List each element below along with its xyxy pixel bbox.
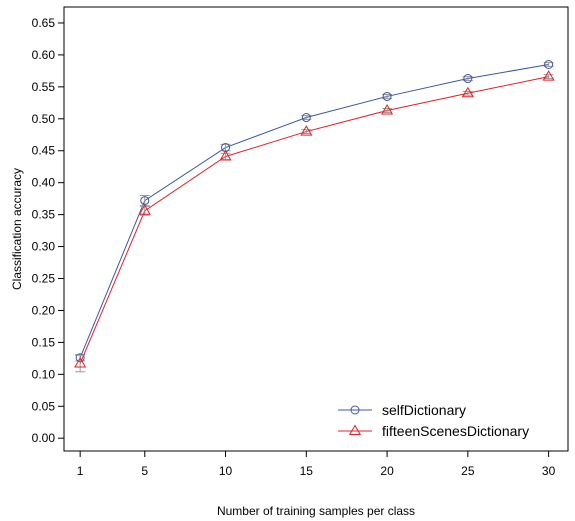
y-axis: 0.00 0.05 0.10 0.15 0.20 0.25 0.30 0.35 0.40 0.45… — [32, 16, 64, 445]
legend-label: fifteenScenesDictionary — [382, 423, 529, 439]
data-point — [461, 86, 474, 98]
series-1 — [75, 59, 554, 363]
data-point — [544, 59, 554, 69]
data-point — [301, 113, 311, 123]
series-line — [79, 76, 549, 364]
y-tick-label: 0.05 — [32, 399, 56, 413]
plot-frame — [63, 6, 569, 452]
y-tick-label: 0.45 — [32, 144, 56, 158]
data-point — [138, 204, 151, 215]
data-point — [381, 103, 394, 115]
series-layer — [74, 59, 555, 373]
y-tick-label: 0.10 — [32, 367, 56, 381]
data-point — [463, 74, 473, 84]
legend-marker — [350, 405, 360, 415]
x-tick-label: 15 — [300, 464, 314, 478]
x-tick-label: 10 — [219, 464, 233, 478]
y-tick-label: 0.20 — [32, 303, 56, 317]
y-tick-label: 0.25 — [32, 272, 56, 286]
x-axis-label: Number of training samples per class — [217, 504, 415, 518]
y-tick-label: 0.35 — [32, 208, 56, 222]
series-line — [79, 64, 549, 358]
x-tick-label: 5 — [141, 464, 148, 478]
data-point — [74, 356, 87, 368]
y-tick-label: 0.00 — [32, 431, 56, 445]
data-point — [300, 125, 313, 136]
y-tick-label: 0.15 — [32, 335, 56, 349]
x-axis: 1 5 10 15 20 25 30 — [77, 451, 556, 478]
y-tick-label: 0.40 — [32, 176, 56, 190]
legend-entry: fifteenScenesDictionary — [338, 423, 529, 439]
y-axis-label: Classification accuracy — [10, 168, 24, 290]
x-tick-label: 20 — [380, 464, 394, 478]
legend-label: selfDictionary — [382, 402, 466, 418]
data-point — [542, 70, 555, 81]
y-tick-label: 0.65 — [32, 16, 56, 30]
data-point — [382, 91, 392, 101]
legend-marker — [348, 424, 362, 435]
y-tick-label: 0.55 — [32, 80, 56, 94]
y-tick-label: 0.30 — [32, 240, 56, 254]
y-tick-label: 0.60 — [32, 48, 56, 62]
legend-entry: selfDictionary — [338, 402, 466, 418]
data-point — [219, 149, 232, 161]
y-tick-label: 0.50 — [32, 112, 56, 126]
legend: selfDictionary fifteenScenesDictionary — [338, 402, 529, 439]
x-tick-label: 1 — [77, 464, 84, 478]
x-tick-label: 30 — [542, 464, 556, 478]
series-2 — [74, 70, 555, 373]
x-tick-label: 25 — [461, 464, 475, 478]
